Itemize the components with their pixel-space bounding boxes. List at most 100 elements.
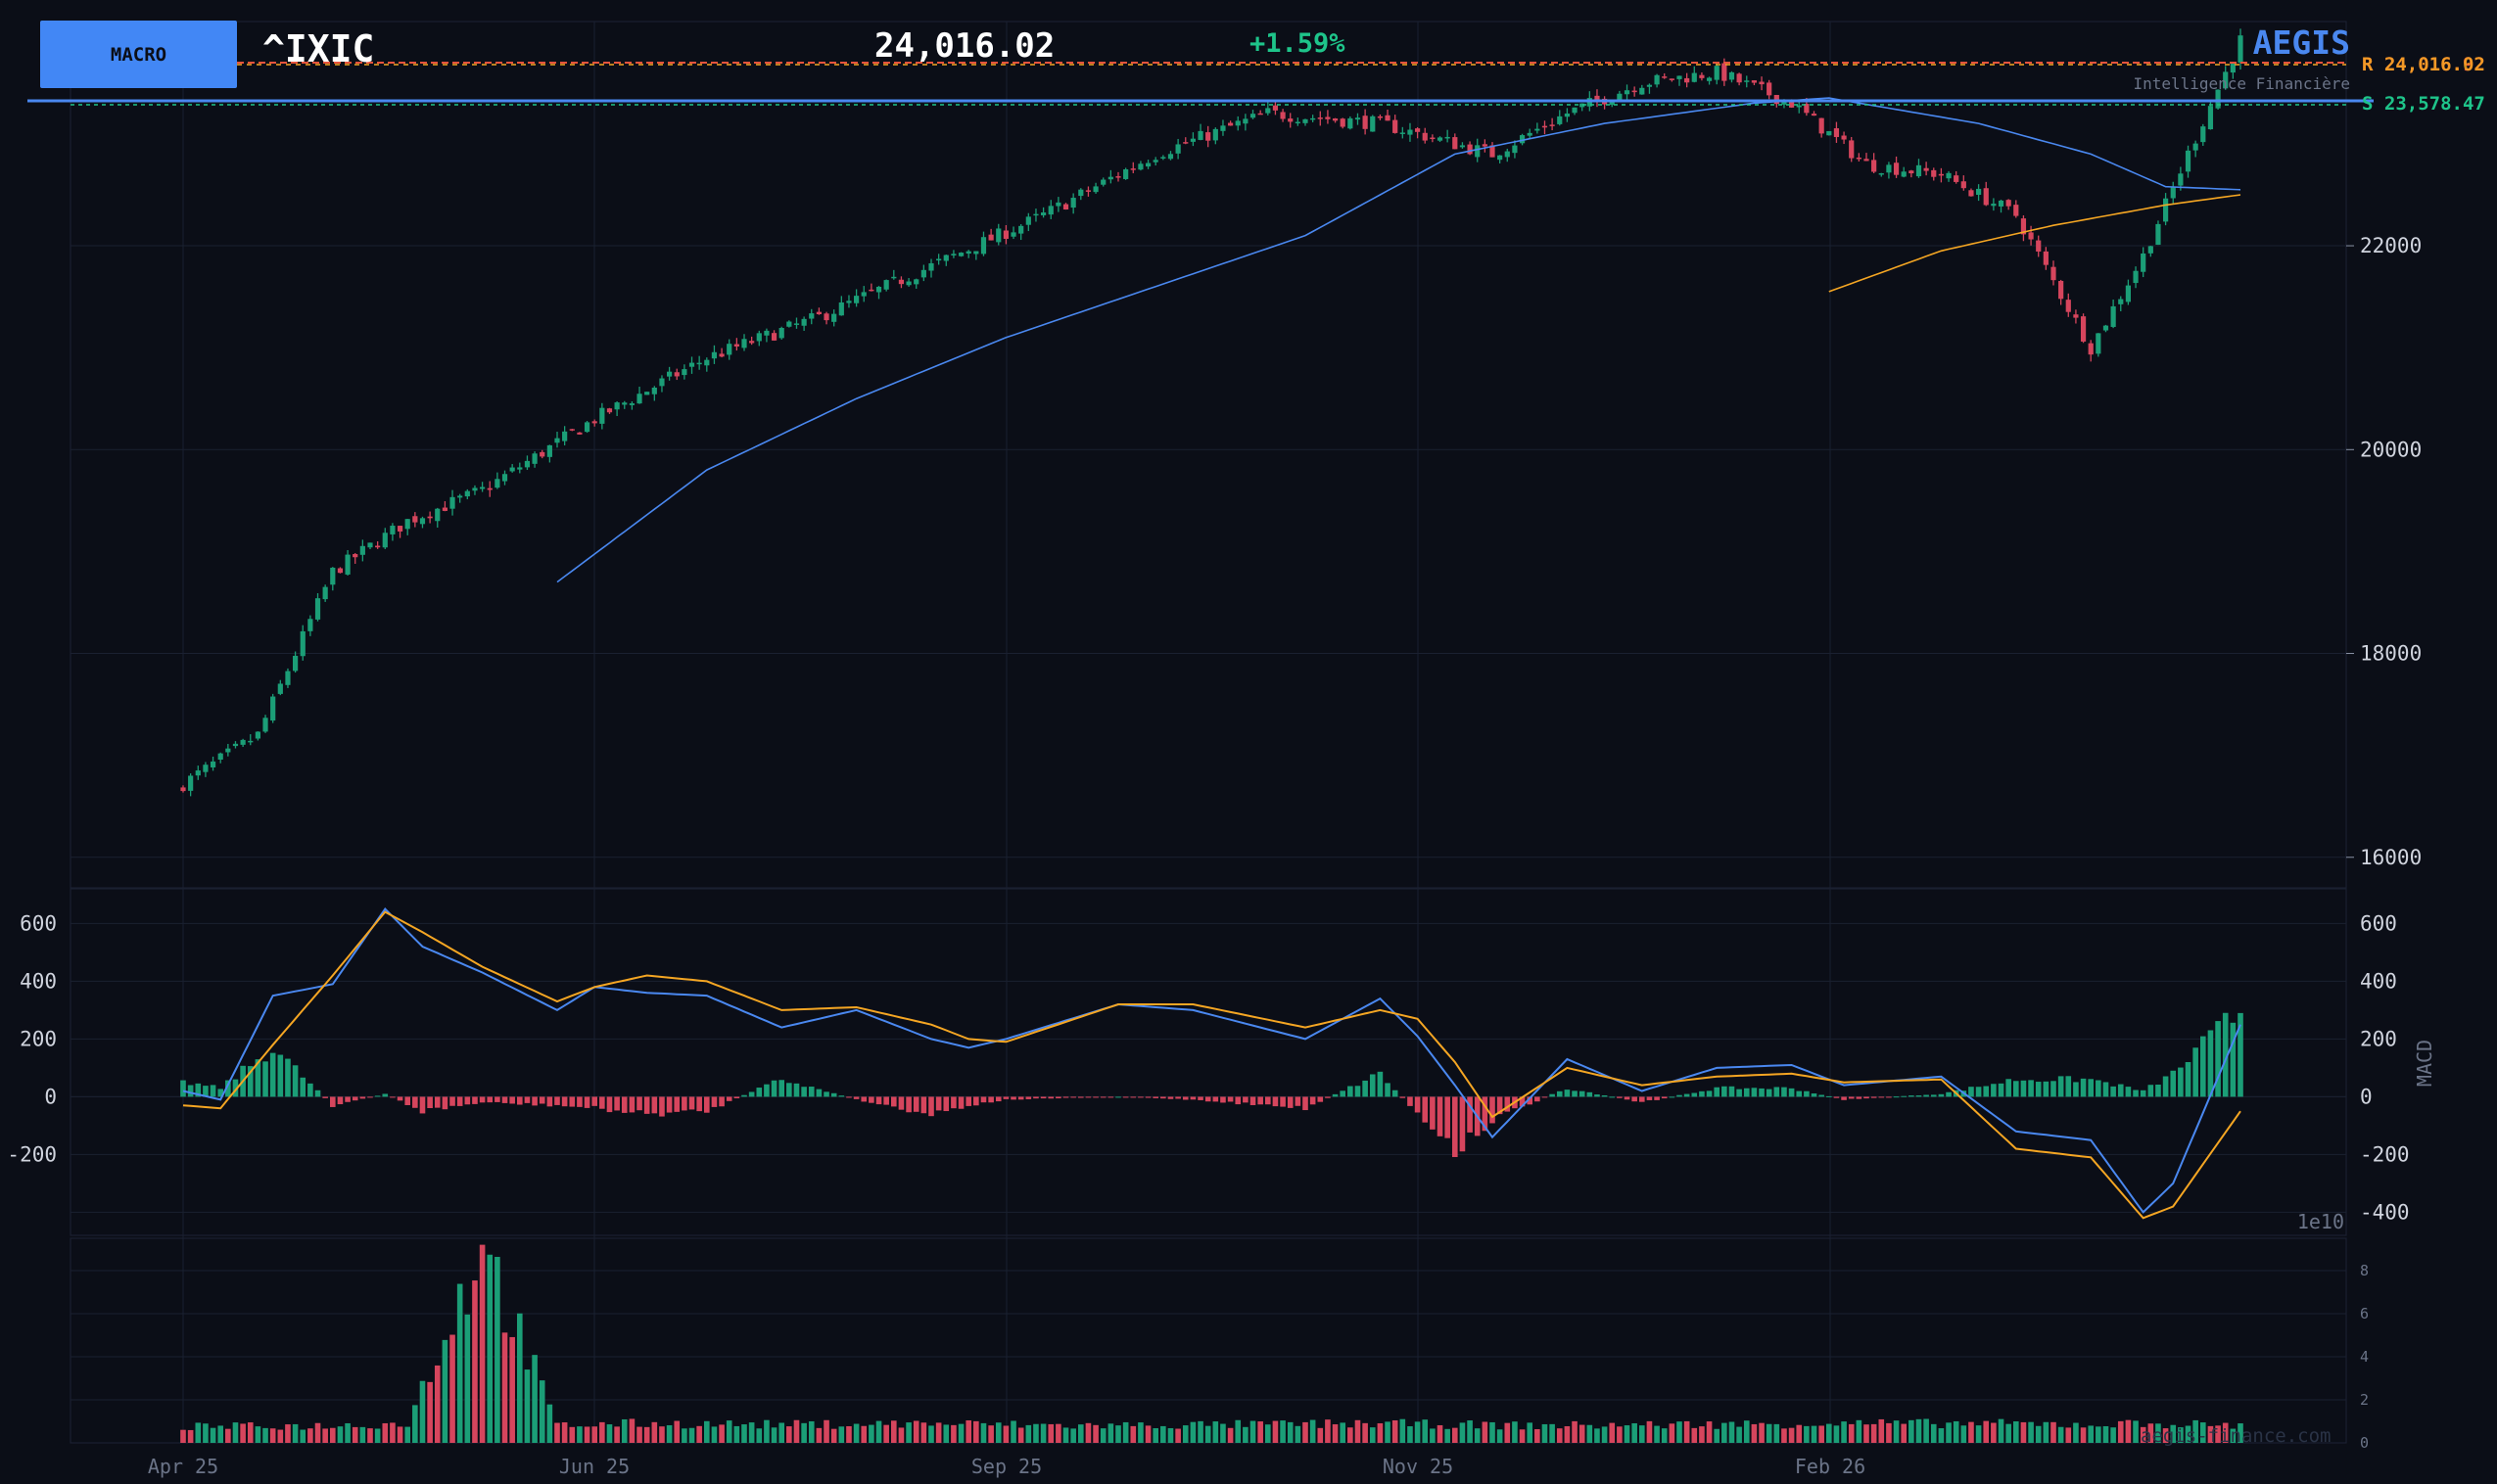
macd-histogram-bar	[2028, 1080, 2034, 1097]
macd-histogram-bar	[1385, 1083, 1390, 1097]
volume-bar	[771, 1427, 777, 1443]
macd-histogram-bar	[187, 1085, 194, 1097]
category-badge[interactable]: MACRO	[40, 21, 237, 88]
volume-bar	[1160, 1425, 1166, 1443]
volume-bar	[1309, 1419, 1316, 1443]
macd-histogram-bar	[1915, 1095, 1922, 1097]
volume-bar	[935, 1422, 942, 1443]
volume-bar	[793, 1419, 800, 1443]
candle-body	[1863, 159, 1869, 162]
candle-body	[1631, 90, 1637, 93]
macd-histogram-bar	[1683, 1093, 1690, 1097]
candle-body	[1833, 128, 1840, 137]
candle-body	[2238, 35, 2243, 63]
volume-bar	[2057, 1426, 2064, 1443]
candle-body	[614, 402, 620, 410]
macd-histogram-bar	[591, 1096, 597, 1106]
volume-bar	[1953, 1420, 1959, 1443]
volume-bar	[1100, 1428, 1107, 1443]
candle-body	[854, 296, 860, 303]
candle-body	[2155, 223, 2161, 246]
volume-bar	[1422, 1419, 1429, 1443]
volume-bar	[995, 1422, 1002, 1443]
volume-bar	[1062, 1427, 1069, 1443]
macd-histogram-bar	[561, 1096, 568, 1107]
macd-histogram-bar	[2238, 1012, 2243, 1097]
candle-body	[1062, 204, 1069, 209]
volume-bar	[277, 1429, 284, 1443]
candle-body	[875, 286, 882, 293]
volume-bar	[1317, 1427, 1324, 1443]
macd-histogram-bar	[808, 1087, 815, 1097]
volume-bar	[1204, 1425, 1211, 1443]
volume-bar	[2192, 1419, 2198, 1443]
y-tick-label: 22000	[2360, 234, 2422, 257]
volume-bar	[1781, 1428, 1787, 1443]
volume-bar	[1287, 1421, 1294, 1443]
volume-bar	[824, 1419, 829, 1443]
candle-body	[659, 378, 665, 387]
volume-bar	[2133, 1420, 2139, 1443]
macd-histogram-bar	[345, 1096, 351, 1102]
candle-body	[1167, 154, 1174, 160]
macd-histogram-bar	[1265, 1096, 1271, 1105]
candle-body	[816, 311, 822, 314]
candle-body	[1228, 122, 1234, 126]
macd-histogram-bar	[1646, 1096, 1653, 1100]
candle-body	[1512, 145, 1518, 154]
macd-histogram-bar	[300, 1077, 306, 1097]
volume-bar	[1856, 1419, 1862, 1443]
candle-body	[674, 372, 680, 377]
macd-histogram-bar	[1407, 1096, 1413, 1106]
volume-bar	[808, 1420, 815, 1443]
macd-histogram-bar	[913, 1096, 919, 1112]
macd-histogram-bar	[225, 1080, 231, 1097]
candle-body	[2020, 218, 2027, 235]
candle-body	[1220, 125, 1226, 131]
candle-body	[1728, 71, 1735, 80]
volume-bar	[359, 1426, 366, 1443]
x-tick-label: Feb 26	[1795, 1455, 1865, 1478]
candle-body	[1249, 114, 1256, 118]
macd-histogram-bar	[1878, 1096, 1885, 1098]
macd-histogram-bar	[1332, 1093, 1339, 1097]
macd-histogram-bar	[2035, 1082, 2042, 1097]
candle-body	[636, 394, 642, 404]
macd-histogram-bar	[397, 1096, 403, 1101]
macd-histogram-bar	[2057, 1076, 2064, 1097]
macd-histogram-bar	[1923, 1094, 1929, 1097]
candle-body	[1385, 115, 1390, 121]
candle-body	[449, 496, 455, 509]
candle-body	[1804, 104, 1810, 114]
macd-histogram-bar	[875, 1096, 882, 1105]
candle-body	[1475, 145, 1481, 158]
macd-histogram-bar	[1167, 1096, 1174, 1099]
candle-body	[1175, 144, 1181, 154]
x-tick-label: Sep 25	[971, 1455, 1042, 1478]
candle-body	[629, 403, 635, 405]
macd-histogram-bar	[1893, 1096, 1900, 1098]
volume-bar	[1661, 1428, 1668, 1443]
candle-body	[778, 328, 784, 339]
candle-body	[1160, 157, 1166, 159]
volume-bar	[2073, 1422, 2079, 1443]
candle-body	[1714, 66, 1720, 80]
candle-body	[2147, 246, 2153, 254]
macd-histogram-bar	[1347, 1086, 1353, 1097]
candle-body	[2043, 251, 2049, 265]
volume-bar	[442, 1339, 448, 1443]
volume-bar	[2080, 1427, 2087, 1443]
macd-histogram-bar	[1287, 1096, 1294, 1108]
macd-histogram-bar	[1676, 1094, 1682, 1097]
macd-histogram-bar	[2178, 1067, 2184, 1097]
macd-histogram-bar	[1482, 1096, 1488, 1132]
macd-histogram-bar	[1773, 1087, 1780, 1097]
candle-body	[337, 568, 344, 574]
macd-histogram-bar	[2125, 1087, 2132, 1097]
volume-bar	[748, 1422, 755, 1443]
volume-bar	[1796, 1424, 1803, 1443]
macd-histogram-bar	[1796, 1090, 1803, 1097]
candle-body	[771, 333, 777, 341]
volume-bar	[509, 1336, 515, 1443]
